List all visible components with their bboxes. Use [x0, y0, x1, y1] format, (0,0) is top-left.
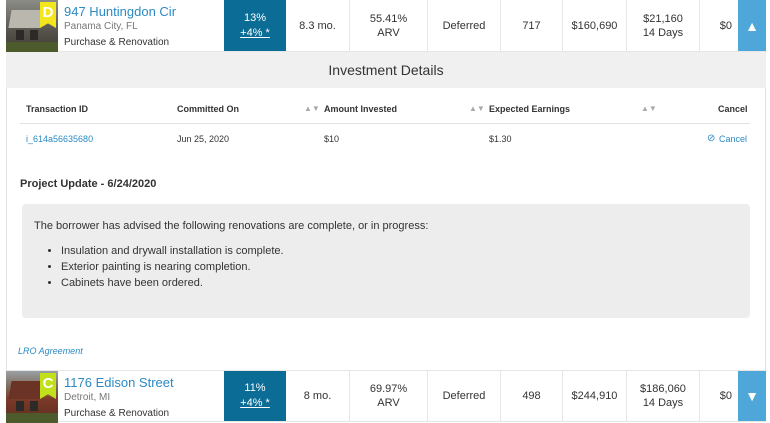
status-cell: Deferred — [427, 371, 500, 421]
list-item: Insulation and drywall installation is c… — [61, 243, 738, 259]
earnings-cell: $186,060 14 Days — [626, 371, 699, 421]
project-update-title: Project Update - 6/24/2020 — [20, 178, 157, 190]
update-intro: The borrower has advised the following r… — [34, 220, 429, 232]
invested-cell: $0 — [699, 371, 738, 421]
loan-amount-cell: $244,910 — [562, 371, 626, 421]
ltv-value: 55.41% — [369, 12, 408, 25]
col-expected-earnings: Expected Earnings — [489, 104, 571, 114]
interest-rate: 11% — [244, 382, 266, 394]
credit-score-cell: 717 — [500, 0, 562, 51]
earnings-cell: $21,160 14 Days — [626, 0, 699, 51]
content-frame — [6, 0, 766, 422]
table-divider — [20, 123, 750, 124]
investment-details-title: Investment Details — [6, 52, 766, 88]
amount-invested-value: $10 — [324, 134, 340, 144]
ltv-cell: 69.97% ARV — [349, 371, 427, 421]
earnings-value: $21,160 — [643, 12, 683, 25]
interest-rate-cell: 13% +4% * — [224, 0, 286, 51]
table-row: i_614a56635680 Jun 25, 2020 $10 $1.30 ⊘ … — [20, 131, 750, 147]
cancel-investment-button[interactable]: Cancel — [719, 134, 748, 144]
ltv-label: ARV — [377, 26, 400, 39]
grade-badge: D — [40, 2, 56, 28]
sort-icon[interactable]: ▲▼ — [641, 104, 657, 113]
cancel-circle-icon[interactable]: ⊘ — [707, 133, 716, 144]
list-item: Cabinets have been ordered. — [61, 275, 738, 291]
loan-amount-cell: $160,690 — [562, 0, 626, 51]
property-type: Purchase & Renovation — [64, 37, 170, 48]
expand-toggle-button[interactable]: ▼ — [738, 371, 766, 421]
status-cell: Deferred — [427, 0, 500, 51]
sort-icon[interactable]: ▲▼ — [304, 104, 320, 113]
term-cell: 8 mo. — [303, 390, 332, 402]
invested-cell: $0 — [699, 0, 738, 51]
col-committed-on: Committed On — [177, 104, 239, 114]
property-name-link[interactable]: 1176 Edison Street — [64, 375, 174, 390]
ltv-cell: 55.41% ARV — [349, 0, 427, 51]
earnings-days: 14 Days — [642, 397, 684, 409]
sort-icon[interactable]: ▲▼ — [469, 104, 485, 113]
earnings-value: $186,060 — [640, 383, 686, 395]
property-city: Detroit, MI — [64, 392, 111, 403]
committed-on-value: Jun 25, 2020 — [177, 134, 230, 144]
property-type: Purchase & Renovation — [64, 408, 170, 419]
earnings-days: 14 Days — [642, 26, 684, 39]
transaction-id-link[interactable]: i_614a56635680 — [26, 134, 94, 144]
chevron-down-icon: ▼ — [745, 388, 759, 404]
property-thumbnail[interactable]: D — [6, 0, 58, 52]
ltv-label: ARV — [377, 397, 400, 409]
investment-table-header: Transaction ID Committed On ▲▼ Amount In… — [20, 101, 750, 121]
property-row[interactable]: D 947 Huntingdon Cir Panama City, FL Pur… — [6, 0, 766, 52]
property-row[interactable]: C 1176 Edison Street Detroit, MI Purchas… — [6, 370, 766, 423]
project-update-box: The borrower has advised the following r… — [22, 204, 750, 318]
col-cancel: Cancel — [718, 104, 748, 114]
expected-earnings-value: $1.30 — [489, 134, 512, 144]
grade-badge: C — [40, 373, 56, 399]
lro-agreement-link[interactable]: LRO Agreement — [18, 346, 83, 356]
rate-bonus-link[interactable]: +4% * — [240, 397, 270, 409]
col-amount-invested: Amount Invested — [324, 104, 398, 114]
interest-rate: 13% — [243, 11, 267, 24]
rate-bonus-link[interactable]: +4% * — [240, 26, 270, 39]
term-cell: 8.3 mo. — [299, 19, 336, 32]
interest-rate-cell: 11% +4% * — [224, 371, 286, 421]
list-item: Exterior painting is nearing completion. — [61, 259, 738, 275]
property-city: Panama City, FL — [64, 21, 138, 32]
collapse-toggle-button[interactable]: ▲ — [738, 0, 766, 51]
property-name-link[interactable]: 947 Huntingdon Cir — [64, 4, 177, 19]
col-transaction-id: Transaction ID — [26, 104, 89, 114]
chevron-up-icon: ▲ — [745, 17, 759, 34]
ltv-value: 69.97% — [369, 383, 408, 395]
credit-score-cell: 498 — [500, 371, 562, 421]
property-thumbnail[interactable]: C — [6, 371, 58, 423]
update-list: Insulation and drywall installation is c… — [34, 243, 738, 291]
